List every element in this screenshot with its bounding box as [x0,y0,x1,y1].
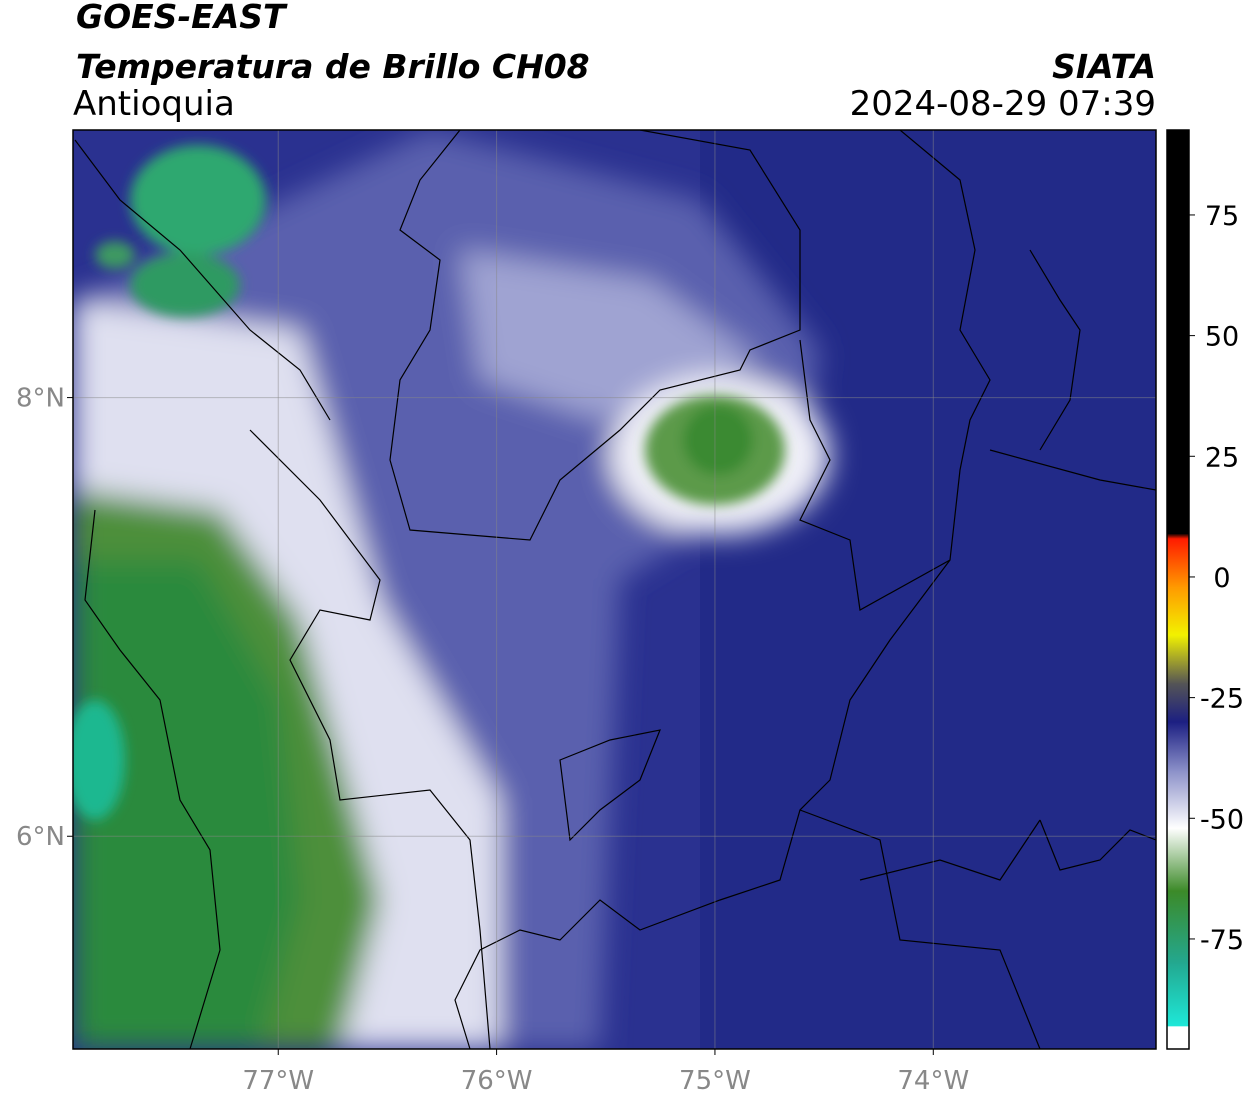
x-tick-label: 75°W [679,1066,751,1096]
borders [74,130,1156,1049]
colorbar-segment [1167,890,1189,964]
x-tick-label: 74°W [897,1066,969,1096]
colorbar-segment [1167,770,1189,829]
colorbar-segment [1167,827,1189,892]
y-tick-label: 8°N [16,384,65,414]
colorbar-tick-label: 75 [1205,201,1239,232]
colorbar-tick-label: 50 [1205,322,1239,353]
map-field [73,130,1156,1049]
colorbar-segment [1167,586,1189,636]
datetime: 2024-08-29 07:39 [850,84,1156,124]
colorbar-segment [1167,634,1189,684]
colorbar-tick-label: -75 [1200,925,1244,956]
colorbar-frame [1166,129,1190,1050]
region: Antioquia [73,84,235,124]
colorbar-segment [1167,1025,1189,1050]
subtitle: Temperatura de Brillo CH08 [76,47,590,86]
x-tick-label: 77°W [242,1066,314,1096]
colorbar-tick-label: -50 [1200,804,1244,835]
map-frame [72,129,1157,1050]
x-tick-label: 76°W [461,1066,533,1096]
source: SIATA [1052,47,1156,86]
colorbar-segment [1167,533,1189,539]
colorbar-tick-label: -25 [1200,684,1244,715]
colorbar-segment [1167,683,1189,723]
colorbar-segment [1167,538,1189,588]
colorbar-tick-label: 25 [1205,442,1239,473]
title: GOES-EAST [76,0,288,36]
y-tick-label: 6°N [16,822,65,852]
colorbar-segment [1167,721,1189,771]
colorbar-tick-label: 0 [1213,563,1230,594]
colorbar-segment [1167,130,1189,535]
colorbar-segment [1167,963,1189,1027]
